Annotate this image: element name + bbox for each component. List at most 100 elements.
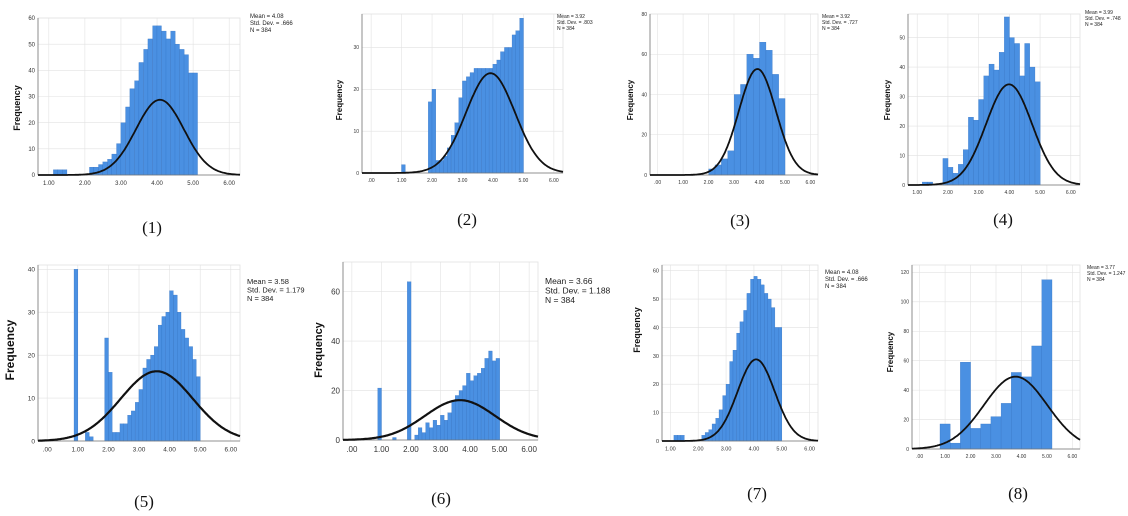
histogram-bar — [451, 400, 456, 441]
histogram-bar — [154, 346, 159, 442]
y-axis-label: Frequency — [632, 307, 642, 353]
histogram-bar — [492, 64, 497, 174]
y-tick-label: 10 — [28, 147, 35, 153]
y-tick-label: 30 — [353, 45, 359, 51]
stats-line: Mean = 4.08 — [250, 14, 284, 20]
histogram-panel: 0 10 20 30 40 50 60 1.00 2.00 3.00 4.00 5.00 6.00 Fre… — [632, 264, 868, 503]
y-tick-label: 20 — [28, 121, 35, 127]
normal-curve — [662, 358, 819, 442]
histogram-bar — [161, 30, 167, 176]
histogram-bar — [942, 158, 949, 186]
stats-line: Std. Dev. = 1.188 — [545, 286, 611, 296]
histogram-bar — [462, 80, 467, 174]
histogram-bar — [481, 368, 486, 441]
histogram-bar — [469, 380, 474, 441]
histogram-panel: 0 20 40 60 .00 1.00 2.00 3.00 4.00 5.00 6.00 Freque… — [313, 261, 611, 508]
y-tick-label: 100 — [901, 300, 910, 306]
x-tick-label: 2.00 — [79, 181, 91, 187]
histogram-bar — [123, 423, 128, 442]
x-tick-label: 1.00 — [665, 447, 676, 453]
histogram-bar — [458, 97, 463, 174]
y-tick-label: 0 — [356, 171, 359, 177]
histogram-bar — [439, 160, 444, 174]
y-tick-label: 0 — [656, 439, 659, 445]
histogram-bar — [960, 362, 971, 450]
histogram-bar — [135, 402, 140, 442]
histogram-panel: 0 10 20 30 40 50 60 1.00 2.00 3.00 4.00 5.00 6.00 Fre… — [12, 14, 293, 237]
x-tick-label: 1.00 — [912, 190, 922, 196]
histogram-bar — [727, 150, 735, 176]
histogram-bar — [158, 324, 163, 442]
y-tick-label: 30 — [899, 94, 905, 100]
histogram-bar — [188, 72, 194, 176]
histogram-bar — [440, 415, 445, 441]
histogram-bar — [473, 68, 478, 174]
histogram-bar — [711, 423, 716, 442]
x-tick-label: 4.00 — [749, 447, 760, 453]
y-tick-label: 40 — [899, 65, 905, 71]
x-tick-label: 5.00 — [492, 445, 508, 454]
histogram-bar — [192, 72, 198, 176]
histogram-bar — [481, 68, 486, 174]
x-tick-label: 4.00 — [1004, 190, 1014, 196]
x-tick-label: 6.00 — [223, 181, 235, 187]
histogram-bar — [753, 58, 760, 176]
histogram-bar — [970, 428, 981, 450]
x-tick-label: 2.00 — [943, 190, 953, 196]
y-tick-label: 20 — [641, 133, 647, 139]
histogram-bar — [988, 63, 995, 186]
y-tick-label: 40 — [903, 388, 909, 394]
x-tick-label: 4.00 — [151, 181, 163, 187]
histogram-bar — [950, 442, 961, 450]
x-tick-label: 3.00 — [433, 445, 449, 454]
normal-curve — [912, 375, 1081, 450]
y-tick-label: 20 — [28, 352, 36, 359]
x-tick-label: 2.00 — [693, 447, 704, 453]
stats-line: Mean = 3.92 — [822, 14, 850, 20]
y-tick-label: 10 — [28, 395, 36, 402]
histogram-bar — [432, 420, 437, 441]
histogram-bar — [142, 367, 147, 442]
histogram-bar — [173, 294, 178, 442]
histogram-bar — [462, 385, 467, 441]
y-tick-label: 20 — [331, 386, 340, 395]
y-tick-label: 0 — [32, 173, 36, 179]
histogram-bar — [119, 423, 124, 442]
y-tick-label: 10 — [899, 153, 905, 159]
y-axis-label: Frequency — [886, 331, 895, 372]
histogram-bar — [778, 327, 783, 442]
histogram-bar — [740, 84, 748, 176]
histogram-bar — [104, 337, 109, 442]
x-tick-label: 5.00 — [187, 181, 199, 187]
y-tick-label: 50 — [899, 35, 905, 41]
panel-label: (1) — [142, 218, 162, 237]
histogram-bar — [414, 434, 419, 441]
histogram-bar — [489, 68, 494, 174]
histogram-bar — [495, 358, 500, 441]
y-tick-label: 0 — [906, 447, 909, 453]
stats-line: Std. Dev. = 1.247 — [1087, 271, 1126, 277]
y-tick-label: 120 — [901, 270, 910, 276]
x-tick-label: 6.00 — [521, 445, 537, 454]
x-tick-label: 6.00 — [804, 447, 815, 453]
histogram-bar — [179, 49, 185, 176]
y-axis-label: Frequency — [12, 85, 22, 131]
histogram-bar — [170, 30, 176, 176]
histogram-bar — [466, 373, 471, 441]
histogram-bar — [491, 360, 496, 441]
histogram-bar — [183, 54, 189, 176]
stats-line: Mean = 3.92 — [557, 14, 585, 20]
y-tick-label: 30 — [28, 309, 36, 316]
histogram-bar — [407, 281, 412, 441]
y-axis-label: Frequency — [883, 79, 892, 120]
y-tick-label: 40 — [331, 337, 340, 346]
stats-line: Std. Dev. = .666 — [825, 277, 868, 283]
y-tick-label: 10 — [653, 411, 659, 417]
y-tick-label: 20 — [903, 417, 909, 423]
normal-curve — [343, 399, 539, 441]
x-tick-label: .00 — [916, 454, 923, 460]
stats-line: Mean = 3.66 — [545, 276, 593, 286]
y-tick-label: 80 — [641, 12, 647, 18]
stats-line: N = 384 — [822, 26, 840, 32]
histogram-bar — [458, 390, 463, 441]
